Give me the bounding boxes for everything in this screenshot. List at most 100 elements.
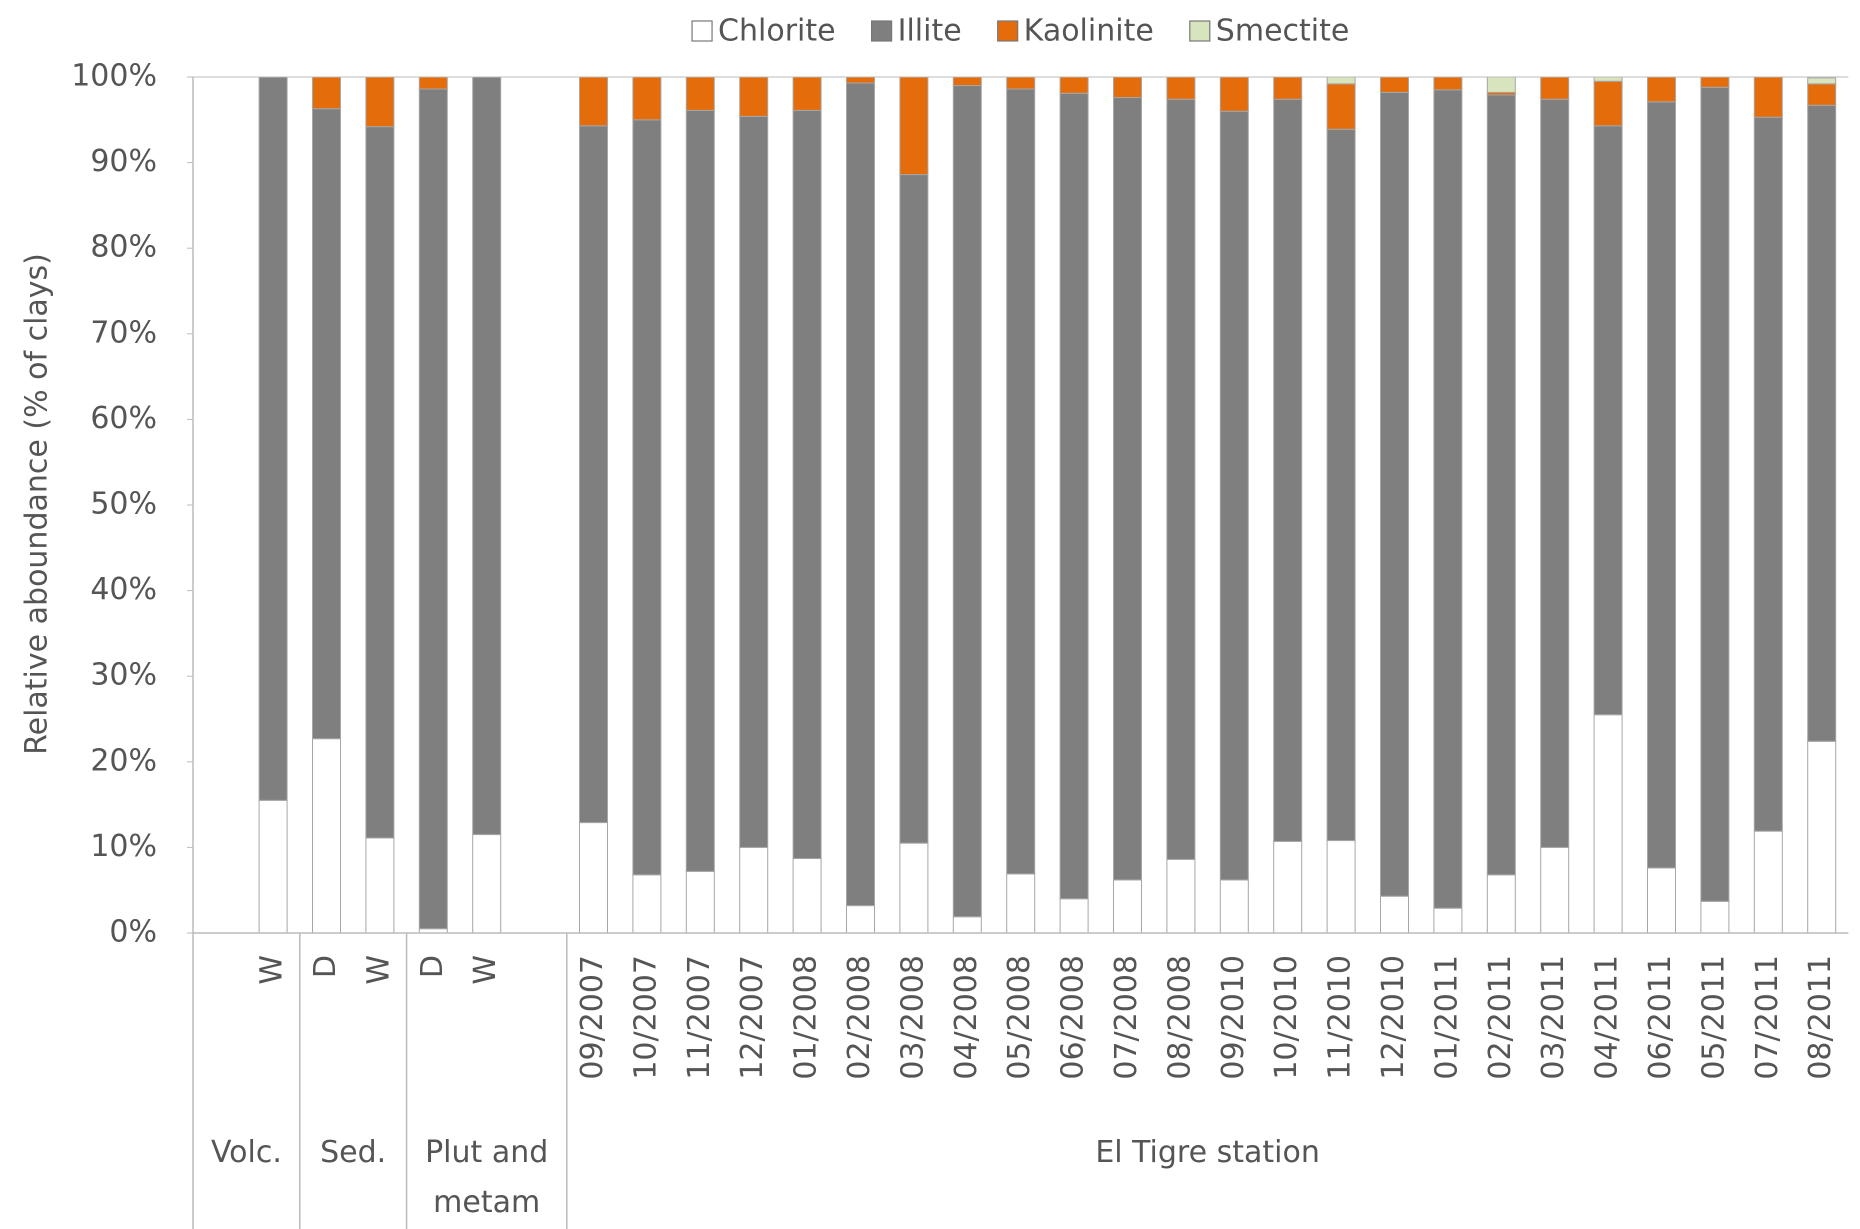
- x-tick-label: 12/2010: [1376, 955, 1411, 1080]
- bar-segment: [632, 874, 662, 934]
- bar-segment: [846, 82, 875, 907]
- bar-segment: [1700, 76, 1730, 88]
- x-tick-label: 04/2008: [949, 955, 984, 1080]
- bar-segment: [1807, 83, 1837, 106]
- bar-segment: [739, 846, 769, 934]
- bar-segment: [1593, 80, 1623, 127]
- bar-segment: [792, 109, 822, 860]
- bar-segment: [472, 834, 502, 934]
- x-tick-label: 09/2007: [575, 955, 610, 1080]
- bar-segment: [632, 76, 662, 121]
- bar-segment: [1433, 76, 1463, 91]
- x-tick-label: 11/2007: [682, 955, 717, 1080]
- bar-segment: [1647, 76, 1676, 103]
- bar-segment: [899, 842, 929, 934]
- x-tick-label: D: [308, 955, 343, 978]
- bar-segment: [1700, 900, 1730, 934]
- y-tick-label: 10%: [90, 829, 157, 864]
- group-label: El Tigre station: [1095, 1135, 1320, 1170]
- bar-segment: [1433, 89, 1463, 909]
- x-tick-label: 10/2010: [1269, 955, 1304, 1080]
- bar-segment: [1166, 98, 1196, 860]
- legend-swatch: [870, 20, 893, 42]
- bar-segment: [1326, 76, 1356, 85]
- bar-segment: [1326, 128, 1356, 842]
- legend-swatch: [691, 20, 713, 42]
- bar-segment: [579, 76, 608, 127]
- y-tick-label: 30%: [90, 658, 157, 693]
- bar-segment: [899, 174, 929, 844]
- bar-segment: [1593, 125, 1623, 716]
- bar-segment: [1807, 740, 1837, 934]
- bar-segment: [1273, 98, 1303, 842]
- bar-segment: [846, 76, 875, 84]
- bar-segment: [1006, 873, 1036, 934]
- legend-label: Chlorite: [718, 14, 836, 49]
- bar-segment: [365, 126, 395, 839]
- bar-segment: [952, 76, 982, 87]
- legend-swatch: [1189, 20, 1211, 42]
- bar-segment: [579, 125, 608, 824]
- x-tick-label: 11/2010: [1323, 955, 1358, 1080]
- bar-segment: [1166, 858, 1196, 934]
- legend-label: Smectite: [1216, 14, 1350, 49]
- bar-segment: [579, 822, 608, 934]
- bar-segment: [312, 108, 341, 740]
- x-tick-label: 08/2008: [1162, 955, 1197, 1080]
- y-tick-label: 80%: [90, 230, 157, 265]
- x-tick-label: 03/2011: [1536, 955, 1571, 1080]
- x-tick-label: W: [361, 955, 396, 985]
- bar-segment: [1540, 846, 1570, 934]
- bar-segment: [1753, 76, 1783, 118]
- bar-segment: [792, 76, 822, 111]
- y-tick-label: 60%: [90, 401, 157, 436]
- legend-swatch: [997, 20, 1019, 42]
- bar-segment: [1647, 101, 1676, 869]
- x-tick-label: 03/2008: [895, 955, 930, 1080]
- bar-segment: [258, 76, 288, 801]
- x-tick-label: 12/2007: [735, 955, 770, 1080]
- bar-segment: [312, 738, 341, 934]
- x-tick-label: 08/2011: [1803, 955, 1838, 1080]
- bar-segment: [1380, 76, 1409, 93]
- bar-segment: [1540, 98, 1570, 848]
- bar-segment: [1006, 76, 1036, 90]
- bar-segment: [685, 76, 715, 111]
- x-tick-label: 06/2008: [1056, 955, 1091, 1080]
- bar-segment: [472, 76, 502, 836]
- bar-segment: [418, 88, 448, 930]
- bar-segment: [846, 905, 875, 934]
- bar-segment: [1219, 110, 1249, 881]
- x-tick-label: 02/2011: [1483, 955, 1518, 1080]
- bar-segment: [418, 76, 448, 90]
- y-tick-label: 90%: [90, 144, 157, 179]
- bar-segment: [1380, 895, 1409, 934]
- bar-segment: [1219, 879, 1249, 934]
- bar-segment: [1486, 874, 1516, 934]
- bar-segment: [952, 916, 982, 934]
- legend-label: Illite: [898, 14, 962, 49]
- bar-segment: [1486, 94, 1516, 876]
- bar-segment: [1326, 83, 1356, 130]
- x-tick-label: 01/2008: [789, 955, 824, 1080]
- x-tick-label: 07/2008: [1109, 955, 1144, 1080]
- bar-segment: [1273, 76, 1303, 100]
- y-tick-label: 70%: [90, 315, 157, 350]
- x-tick-label: 07/2011: [1750, 955, 1785, 1080]
- y-tick-label: 40%: [90, 572, 157, 607]
- bar-segment: [1006, 88, 1036, 875]
- bar-segment: [739, 115, 769, 848]
- group-label: Plut and metam: [425, 1135, 549, 1220]
- bar-segment: [1059, 92, 1089, 900]
- y-tick-label: 20%: [90, 743, 157, 778]
- x-tick-label: 04/2011: [1590, 955, 1625, 1080]
- bar-segment: [739, 76, 769, 117]
- y-axis-title: Relative aboundance (% of clays): [20, 253, 55, 755]
- x-tick-label: 05/2011: [1696, 955, 1731, 1080]
- bar-segment: [1593, 76, 1623, 82]
- x-tick-label: W: [255, 955, 290, 985]
- group-label: Volc.: [210, 1135, 282, 1170]
- bar-segment: [1113, 76, 1142, 99]
